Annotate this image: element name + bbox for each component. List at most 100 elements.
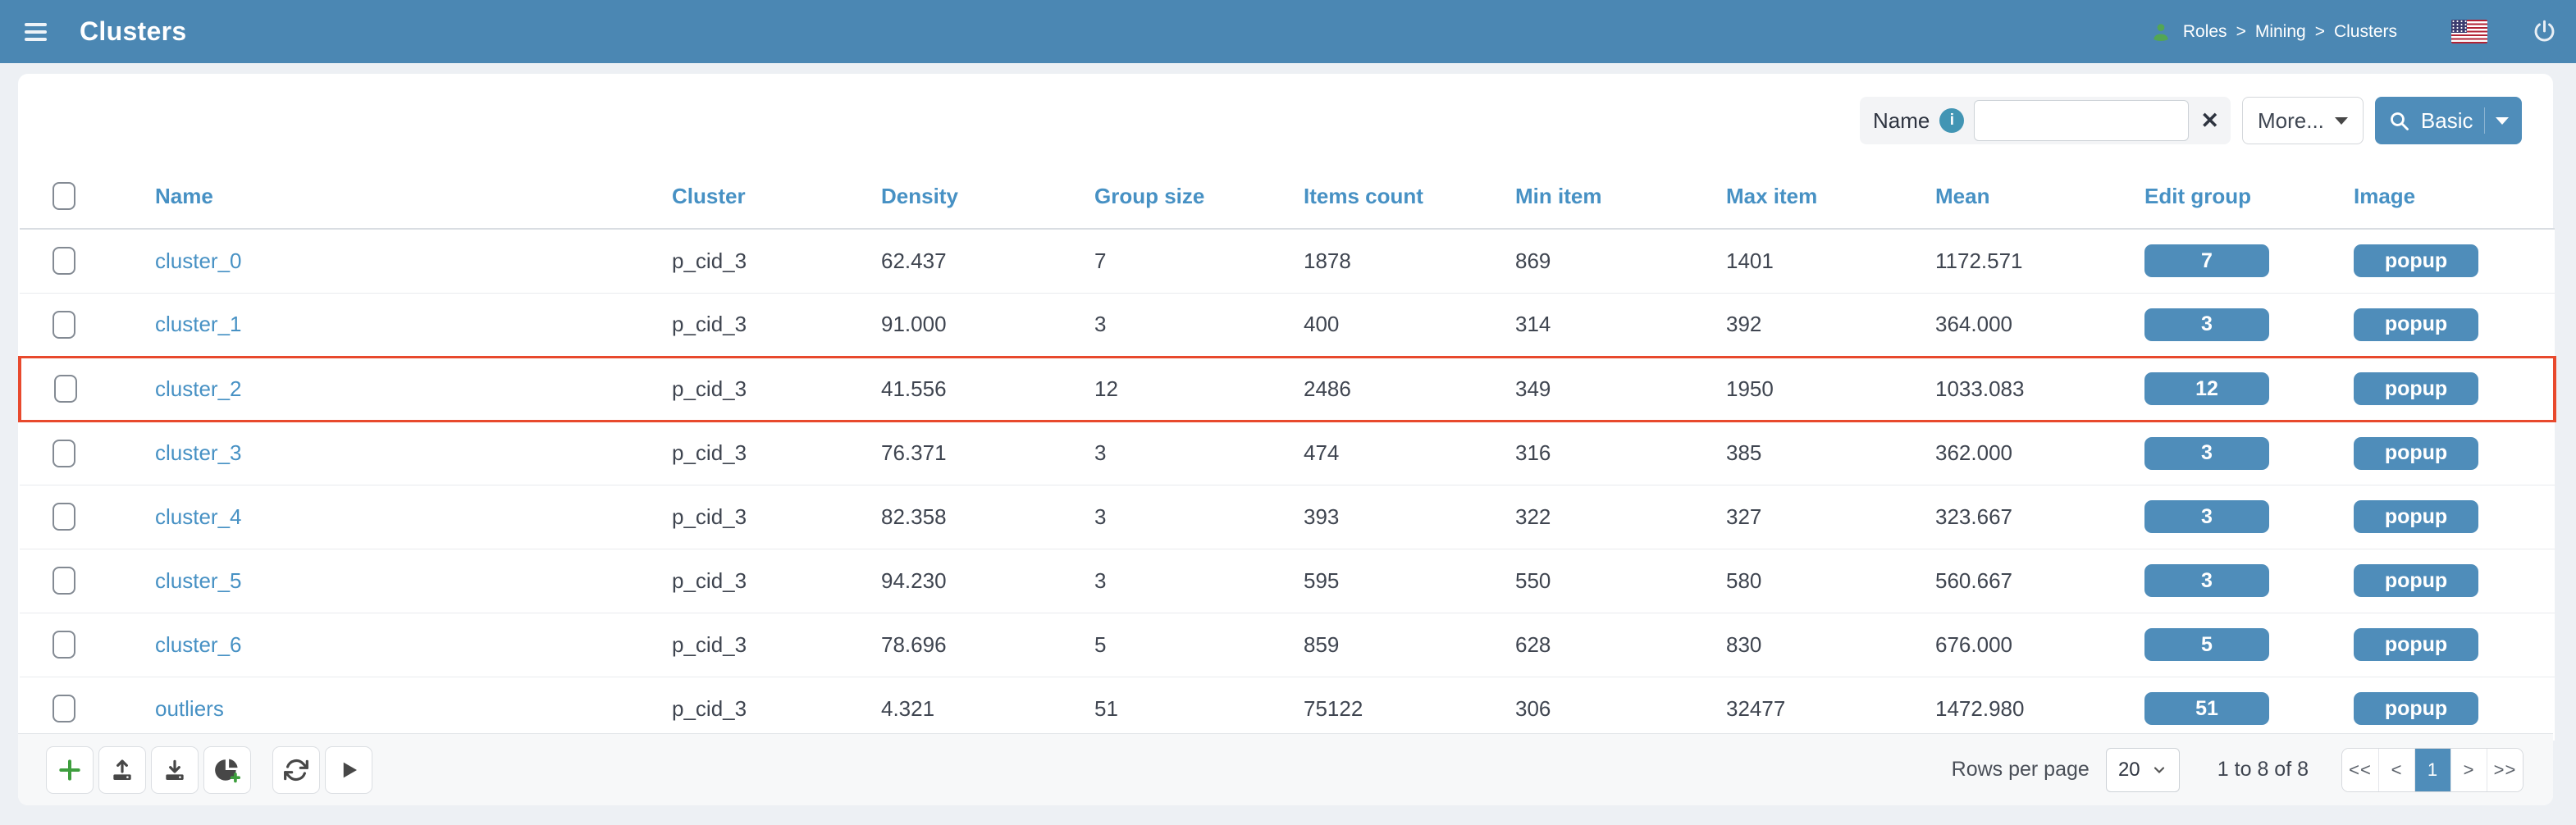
download-button[interactable] [151, 745, 199, 794]
rows-per-page-label: Rows per page [1951, 758, 2090, 781]
cell-items-count: 2486 [1304, 355, 1515, 422]
clear-filter-button[interactable]: ✕ [2200, 107, 2219, 133]
image-popup-button[interactable]: popup [2354, 500, 2478, 534]
col-header-image[interactable]: Image [2354, 166, 2555, 230]
table-toolbar [46, 745, 372, 794]
add-chart-button[interactable] [203, 745, 251, 794]
cell-min-item: 306 [1515, 676, 1726, 741]
col-header-group-size[interactable]: Group size [1094, 166, 1304, 230]
edit-group-button[interactable]: 3 [2144, 564, 2269, 598]
col-header-density[interactable]: Density [881, 166, 1094, 230]
cell-mean: 323.667 [1935, 484, 2144, 549]
cell-group-size: 5 [1094, 612, 1304, 677]
row-checkbox[interactable] [53, 247, 75, 276]
cluster-name-link[interactable]: cluster_6 [155, 631, 242, 657]
top-header-bar: Clusters Roles > Mining > Clusters [0, 0, 2576, 63]
next-page-button[interactable]: > [2450, 748, 2487, 791]
image-popup-button[interactable]: popup [2354, 244, 2478, 278]
row-checkbox[interactable] [53, 631, 75, 659]
chevron-down-icon [2496, 116, 2509, 125]
edit-group-button[interactable]: 5 [2144, 628, 2269, 662]
row-checkbox[interactable] [53, 695, 75, 723]
col-header-cluster[interactable]: Cluster [672, 166, 881, 230]
edit-group-button[interactable]: 7 [2144, 244, 2269, 278]
cell-cluster: p_cid_3 [672, 229, 881, 294]
rows-per-page-select[interactable]: 20 [2105, 747, 2180, 792]
col-header-max-item[interactable]: Max item [1726, 166, 1935, 230]
row-checkbox[interactable] [53, 439, 75, 467]
col-header-name[interactable]: Name [155, 166, 672, 230]
first-page-button[interactable]: << [2342, 748, 2378, 791]
button-divider [2483, 107, 2485, 134]
image-popup-button[interactable]: popup [2354, 628, 2478, 662]
select-all-checkbox[interactable] [53, 182, 75, 211]
cell-density: 94.230 [881, 548, 1094, 613]
cluster-name-link[interactable]: cluster_0 [155, 248, 242, 273]
cluster-name-link[interactable]: cluster_2 [155, 376, 242, 401]
user-icon [2150, 21, 2172, 43]
cell-items-count: 75122 [1304, 676, 1515, 741]
col-header-edit-group[interactable]: Edit group [2144, 166, 2354, 230]
add-row-button[interactable] [46, 745, 94, 794]
chevron-down-icon [2154, 766, 2164, 773]
image-popup-button[interactable]: popup [2354, 308, 2478, 341]
image-popup-button[interactable]: popup [2354, 372, 2478, 406]
us-flag-icon[interactable] [2451, 20, 2487, 43]
info-icon[interactable]: i [1939, 108, 1965, 133]
cell-min-item: 316 [1515, 421, 1726, 485]
table-row: cluster_6 p_cid_3 78.696 5 859 628 830 6… [20, 612, 2555, 677]
col-header-min-item[interactable]: Min item [1515, 166, 1726, 230]
row-checkbox[interactable] [54, 375, 77, 403]
image-popup-button[interactable]: popup [2354, 436, 2478, 470]
upload-button[interactable] [98, 745, 146, 794]
cell-max-item: 1950 [1726, 355, 1935, 422]
power-icon[interactable] [2530, 18, 2558, 46]
cell-mean: 560.667 [1935, 548, 2144, 613]
cell-group-size: 3 [1094, 484, 1304, 549]
cell-max-item: 32477 [1726, 676, 1935, 741]
cluster-name-link[interactable]: cluster_4 [155, 504, 242, 529]
row-checkbox[interactable] [53, 567, 75, 595]
cluster-name-link[interactable]: outliers [155, 695, 224, 721]
cell-cluster: p_cid_3 [672, 612, 881, 677]
cell-items-count: 1878 [1304, 229, 1515, 294]
edit-group-button[interactable]: 12 [2144, 372, 2269, 406]
breadcrumb-mining[interactable]: Mining [2254, 21, 2306, 41]
row-checkbox[interactable] [53, 503, 75, 531]
col-header-mean[interactable]: Mean [1935, 166, 2144, 230]
image-popup-button[interactable]: popup [2354, 692, 2478, 726]
breadcrumb-roles[interactable]: Roles [2182, 21, 2227, 41]
run-button[interactable] [325, 745, 372, 794]
cell-mean: 1472.980 [1935, 676, 2144, 741]
cell-density: 41.556 [881, 355, 1094, 422]
cell-max-item: 830 [1726, 612, 1935, 677]
cluster-name-link[interactable]: cluster_1 [155, 312, 242, 337]
edit-group-button[interactable]: 51 [2144, 692, 2269, 726]
edit-group-button[interactable]: 3 [2144, 308, 2269, 341]
cell-cluster: p_cid_3 [672, 355, 881, 422]
image-popup-button[interactable]: popup [2354, 564, 2478, 598]
play-icon [336, 758, 361, 782]
page-1-button[interactable]: 1 [2414, 748, 2450, 791]
cluster-name-link[interactable]: cluster_3 [155, 440, 242, 466]
row-checkbox[interactable] [53, 310, 75, 339]
prev-page-button[interactable]: < [2378, 748, 2414, 791]
table-row: cluster_3 p_cid_3 76.371 3 474 316 385 3… [20, 421, 2555, 485]
edit-group-button[interactable]: 3 [2144, 436, 2269, 470]
edit-group-button[interactable]: 3 [2144, 500, 2269, 534]
more-filters-button[interactable]: More... [2242, 97, 2364, 144]
col-header-items-count[interactable]: Items count [1304, 166, 1515, 230]
filter-bar: Name i ✕ More... Basic [1860, 97, 2522, 144]
cell-min-item: 869 [1515, 229, 1726, 294]
refresh-icon [283, 757, 309, 783]
search-icon [2388, 110, 2410, 132]
cluster-name-link[interactable]: cluster_5 [155, 567, 242, 593]
cell-max-item: 1401 [1726, 229, 1935, 294]
cell-group-size: 7 [1094, 229, 1304, 294]
hamburger-menu-icon[interactable] [21, 18, 50, 46]
basic-search-button[interactable]: Basic [2374, 97, 2522, 144]
refresh-button[interactable] [272, 745, 320, 794]
breadcrumb-clusters[interactable]: Clusters [2333, 21, 2397, 41]
last-page-button[interactable]: >> [2487, 748, 2523, 791]
name-filter-input[interactable] [1974, 100, 2190, 141]
